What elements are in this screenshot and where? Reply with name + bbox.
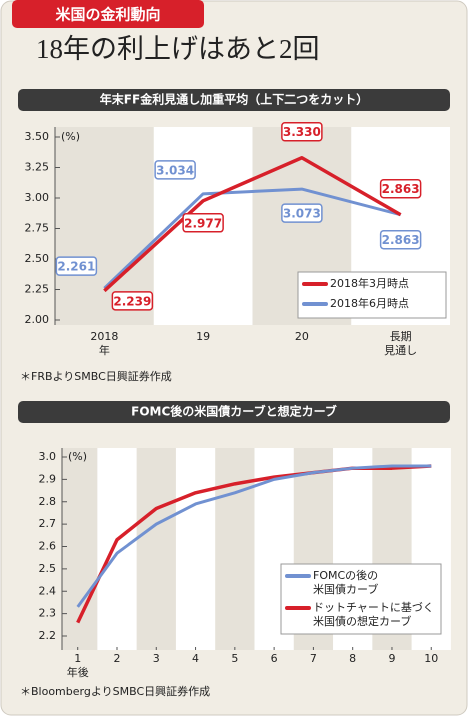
y-tick-label: 2.8 (39, 495, 57, 508)
x-tick-label: 1 (74, 652, 81, 665)
value-label-box (379, 229, 422, 250)
band (97, 448, 137, 650)
tag-bg (12, 0, 204, 28)
x-tick-label: 10 (424, 652, 438, 665)
y-tick-label: 2.50 (25, 252, 50, 265)
x-tick-label: 6 (271, 652, 278, 665)
value-label: 2.863 (382, 233, 420, 247)
y-tick-label: 3.25 (25, 161, 50, 174)
legend-label: 2018年3月時点 (330, 276, 409, 290)
series-line (103, 155, 402, 293)
y-unit: (%) (68, 450, 87, 463)
y-tick-label: 2.25 (25, 283, 50, 296)
x-tick-label: 19 (196, 330, 210, 343)
value-label-box (182, 213, 224, 233)
legend-box (297, 271, 447, 319)
tag: 米国の金利動向 (55, 6, 160, 24)
value-label: 2.261 (57, 260, 95, 274)
x-tick-label: 9 (388, 652, 395, 665)
value-label-box (111, 291, 154, 311)
x-tick-label: 5 (231, 652, 238, 665)
y-tick-label: 2.2 (39, 629, 57, 642)
value-label: 2.239 (113, 294, 151, 308)
x-tick-label: 2 (113, 652, 120, 665)
y-tick-label: 2.00 (25, 313, 50, 326)
y-tick-label: 2.9 (39, 472, 57, 485)
section-bg (18, 401, 450, 423)
value-label: 2.977 (184, 216, 222, 230)
y-tick-label: 3.00 (25, 191, 50, 204)
y-tick-label: 3.0 (39, 450, 57, 463)
source: ＊FRBよりSMBC日興証券作成 (20, 369, 172, 383)
series-line (103, 187, 402, 290)
y-tick-label: 2.3 (39, 607, 57, 620)
legend-label: FOMCの後の米国債カーブ (313, 568, 378, 596)
x-tick-label: 長期見通し (384, 330, 417, 357)
band (175, 448, 216, 650)
value-label-box (281, 203, 323, 223)
value-label: 3.034 (156, 163, 194, 177)
series-line (76, 464, 432, 608)
section-bg (18, 89, 450, 111)
y-tick-label: 2.5 (39, 562, 57, 575)
y-tick-label: 2.7 (39, 517, 57, 530)
legend-label: ドットチャートに基づく米国債の想定カーブ (313, 601, 434, 628)
value-label: 2.863 (382, 182, 420, 196)
y-unit: (%) (61, 130, 80, 143)
value-label-box (281, 121, 323, 142)
value-label-box (154, 160, 196, 180)
y-tick-label: 3.50 (25, 130, 50, 143)
x-tick-label: 4 (192, 652, 199, 665)
value-label-box (55, 256, 98, 276)
value-label: 3.330 (283, 125, 321, 139)
source: ＊BloombergよりSMBC日興証券作成 (20, 684, 210, 698)
x-tick-label: 7 (310, 652, 317, 665)
x-annotation: 年後 (67, 665, 89, 679)
x-tick-label: 2018 年 (90, 330, 118, 357)
section-title: FOMC後の米国債カーブと想定カーブ (131, 404, 337, 419)
y-tick-label: 2.6 (39, 540, 57, 553)
legend-label: 2018年6月時点 (330, 296, 409, 310)
section-title: 年末FF金利見通し加重平均（上下二つをカット） (100, 92, 368, 107)
x-tick-label: 8 (349, 652, 356, 665)
title: 18年の利上げはあと2回 (36, 34, 320, 64)
x-tick-label: 3 (153, 652, 160, 665)
value-label: 3.073 (283, 207, 321, 221)
y-tick-label: 2.4 (39, 584, 57, 597)
y-tick-label: 2.75 (25, 222, 50, 235)
x-tick-label: 20 (295, 330, 309, 343)
value-label-box (379, 178, 422, 199)
